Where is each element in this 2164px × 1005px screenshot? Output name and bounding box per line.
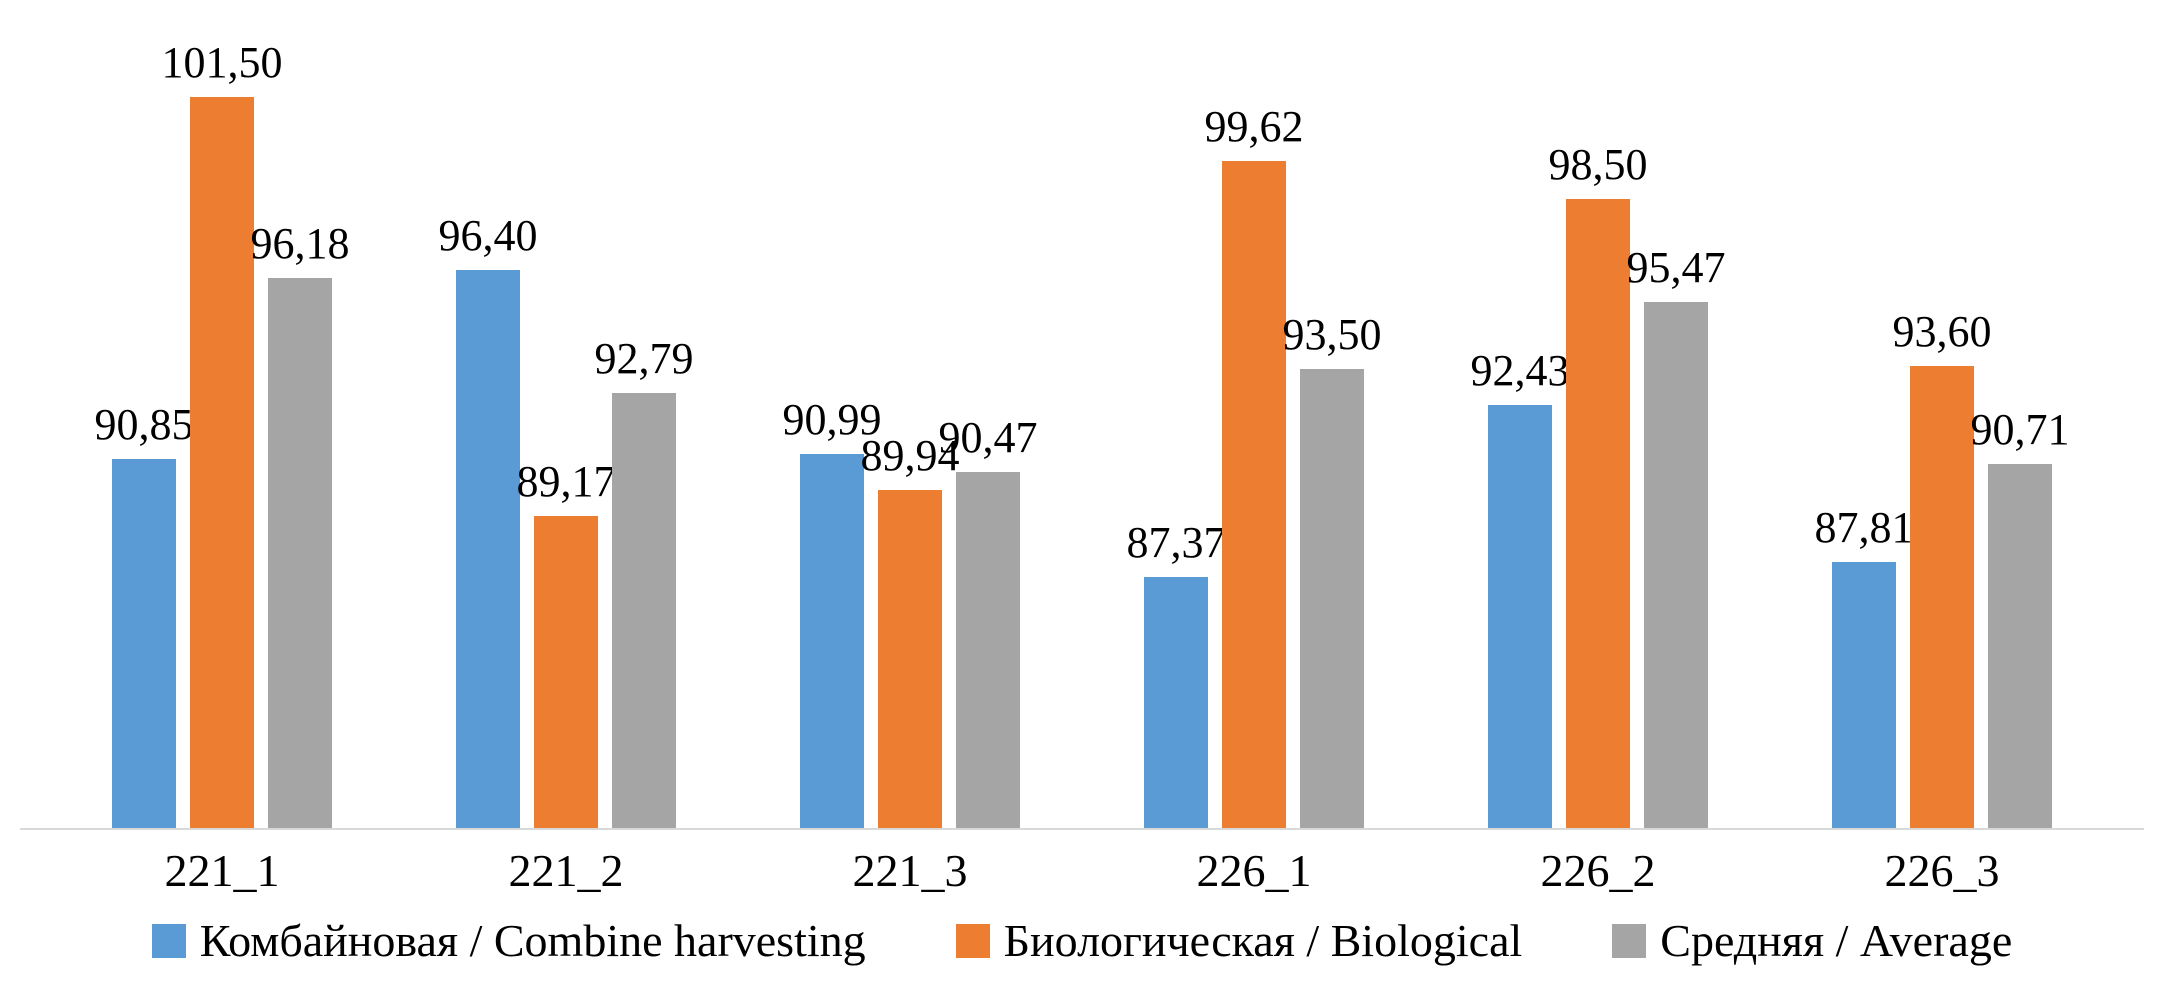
bar <box>534 516 598 828</box>
bar <box>456 270 520 828</box>
legend-item: Биологическая / Biological <box>955 915 1523 966</box>
category-label: 226_1 <box>1196 845 1312 896</box>
bar <box>1566 199 1630 828</box>
legend-item: Средняя / Average <box>1612 918 2012 964</box>
bar <box>1144 577 1208 828</box>
legend-item: Комбайновая / Combine harvesting <box>151 915 866 966</box>
category-label: 221_1 <box>164 845 280 896</box>
legend-label: Средняя / Average <box>1660 915 2013 966</box>
data-label: 93,50 <box>1282 310 1382 359</box>
bar <box>878 490 942 828</box>
bar-with-label: 99,62 <box>1205 105 1304 828</box>
bar-with-label: 87,81 <box>1815 506 1914 828</box>
bar-with-label: 95,47 <box>1627 246 1726 828</box>
bar-with-label: 89,94 <box>861 434 960 828</box>
bar <box>1832 562 1896 828</box>
data-label: 96,40 <box>438 211 538 260</box>
bar <box>1988 464 2052 828</box>
bar-with-label: 90,47 <box>939 416 1038 828</box>
bar <box>268 278 332 828</box>
bar-with-label: 90,71 <box>1971 408 2070 828</box>
bar <box>190 97 254 828</box>
data-label: 89,17 <box>516 457 616 506</box>
legend-label: Биологическая / Biological <box>1003 915 1523 966</box>
data-label: 99,62 <box>1204 102 1304 151</box>
bar <box>800 454 864 828</box>
category-label: 226_3 <box>1884 845 2000 896</box>
legend: Комбайновая / Combine harvesting Биологич… <box>0 918 2164 964</box>
bar-group: 90,85 101,50 96,18 <box>95 41 350 828</box>
category-label: 221_3 <box>852 845 968 896</box>
bar-with-label: 93,50 <box>1283 313 1382 828</box>
legend-swatch <box>1612 924 1647 958</box>
bar-group: 87,81 93,60 90,71 <box>1815 310 2070 828</box>
bar-with-label: 96,40 <box>439 214 538 828</box>
bar-with-label: 98,50 <box>1549 143 1648 828</box>
data-label: 90,71 <box>1970 405 2070 454</box>
legend-swatch <box>955 924 990 958</box>
bar <box>612 393 676 828</box>
data-label: 89,94 <box>860 431 960 480</box>
bar <box>1644 302 1708 828</box>
bar-with-label: 87,37 <box>1127 521 1226 828</box>
data-label: 90,47 <box>938 413 1038 462</box>
bar <box>1488 405 1552 828</box>
legend-swatch <box>151 924 186 958</box>
data-label: 87,37 <box>1126 518 1226 567</box>
legend-label: Комбайновая / Combine harvesting <box>199 915 866 966</box>
data-label: 92,43 <box>1470 346 1570 395</box>
bar-group: 92,43 98,50 95,47 <box>1471 143 1726 828</box>
bar-with-label: 89,17 <box>517 460 616 828</box>
data-label: 92,79 <box>594 334 694 383</box>
data-label: 96,18 <box>250 219 350 268</box>
bar-group: 87,37 99,62 93,50 <box>1127 105 1382 828</box>
category-label: 221_2 <box>508 845 624 896</box>
bar <box>112 459 176 828</box>
data-label: 98,50 <box>1548 140 1648 189</box>
bar-with-label: 92,79 <box>595 337 694 828</box>
category-axis: 221_1 221_2 221_3 226_1 226_2 226_3 <box>20 830 2144 894</box>
data-label: 101,50 <box>161 38 283 87</box>
data-label: 90,99 <box>782 395 882 444</box>
data-label: 95,47 <box>1626 243 1726 292</box>
data-label: 90,85 <box>94 400 194 449</box>
data-label: 93,60 <box>1892 307 1992 356</box>
bar <box>1300 369 1364 828</box>
bar <box>956 472 1020 828</box>
bar-with-label: 101,50 <box>162 41 283 828</box>
bar <box>1222 161 1286 828</box>
bar <box>1910 366 1974 828</box>
bar-with-label: 96,18 <box>251 222 350 828</box>
bar-with-label: 93,60 <box>1893 310 1992 828</box>
bar-group: 90,99 89,94 90,47 <box>783 398 1038 828</box>
plot-area: 90,85 101,50 96,18 96,40 89,17 92,79 90,99 89,9… <box>20 0 2144 830</box>
bar-with-label: 90,99 <box>783 398 882 828</box>
bar-with-label: 90,85 <box>95 403 194 828</box>
category-label: 226_2 <box>1540 845 1656 896</box>
data-label: 87,81 <box>1814 503 1914 552</box>
bar-group: 96,40 89,17 92,79 <box>439 214 694 828</box>
bar-with-label: 92,43 <box>1471 349 1570 828</box>
